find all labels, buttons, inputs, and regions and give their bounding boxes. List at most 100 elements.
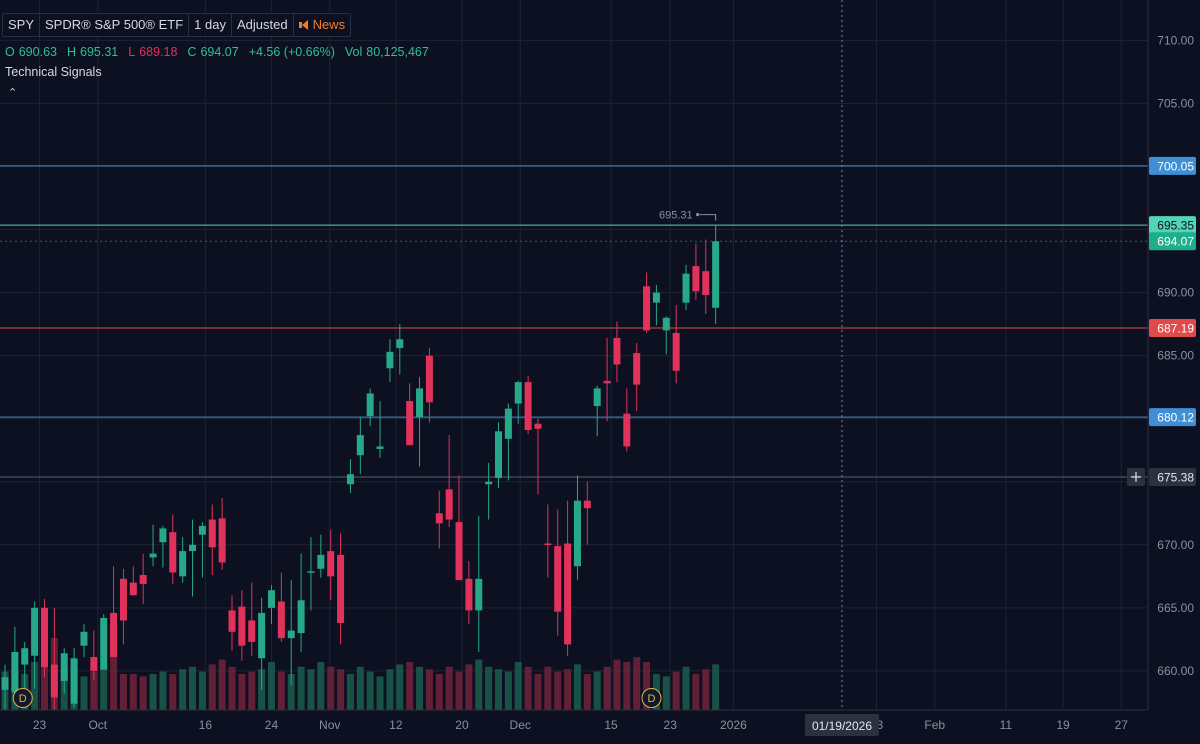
- candle-body: [702, 271, 710, 296]
- volume-bar: [149, 674, 157, 710]
- price-level-label: 695.35: [1157, 219, 1194, 233]
- candle-body: [1, 677, 9, 690]
- candle-body: [287, 630, 295, 639]
- volume-bar: [337, 669, 345, 710]
- news-button[interactable]: News: [294, 14, 351, 36]
- time-tick-label: 19: [1056, 718, 1070, 732]
- megaphone-icon: [298, 20, 309, 30]
- volume-bar: [327, 666, 335, 710]
- time-tick-label: 23: [33, 718, 47, 732]
- indicator-label[interactable]: Technical Signals: [5, 65, 102, 79]
- candle-body: [524, 382, 532, 431]
- volume-bar: [662, 676, 670, 710]
- candle-body: [208, 519, 216, 548]
- time-tick-label: Oct: [88, 718, 107, 732]
- symbol-ticker[interactable]: SPY: [3, 14, 41, 36]
- candle-body: [60, 653, 68, 681]
- volume-bar: [435, 674, 443, 710]
- volume-bar: [198, 671, 206, 710]
- candle-body: [258, 612, 266, 659]
- candle-body: [672, 332, 680, 371]
- candle-body: [633, 353, 641, 385]
- volume-value: 80,125,467: [366, 45, 429, 59]
- high-marker-leader: [699, 214, 717, 221]
- volume-bar: [702, 669, 710, 710]
- price-level-tag: [1149, 216, 1196, 235]
- time-tick-label: Dec: [510, 718, 531, 732]
- candle-body: [139, 575, 147, 584]
- volume-bar: [90, 671, 98, 710]
- candle-body: [534, 423, 542, 429]
- candle-body: [682, 273, 690, 303]
- volume-bar: [554, 671, 562, 710]
- candle-body: [495, 431, 502, 478]
- time-tick-label: 23: [664, 718, 678, 732]
- candle-body: [475, 578, 483, 611]
- horizontal-price-lines[interactable]: [0, 165, 1148, 478]
- volume-bar: [593, 671, 601, 710]
- candle-body: [613, 337, 621, 365]
- time-tick-label: 24: [265, 718, 279, 732]
- volume-bar: [169, 674, 177, 710]
- price-level-tag: [1149, 319, 1196, 338]
- high-marker-label: 695.31: [659, 210, 693, 222]
- price-tick-label: 685.00: [1157, 349, 1194, 363]
- volume-bar: [682, 666, 690, 710]
- price-axis[interactable]: 660.00665.00670.00675.00680.00685.00690.…: [1127, 0, 1200, 739]
- candle-body: [50, 664, 58, 698]
- candlesticks[interactable]: [1, 225, 720, 718]
- candle-body: [40, 607, 48, 668]
- price-level-tag: [1149, 156, 1196, 175]
- volume-bar: [573, 664, 581, 710]
- candle-body: [416, 388, 424, 418]
- news-label: News: [312, 17, 346, 32]
- candle-body: [228, 610, 236, 632]
- crosshair-date-label: 01/19/2026: [812, 719, 872, 733]
- change-value: +4.56 (+0.66%): [248, 45, 335, 59]
- grid-lines: [0, 0, 1148, 710]
- time-tick-label: 16: [199, 718, 213, 732]
- volume-bar: [386, 669, 394, 710]
- candle-body: [593, 388, 601, 407]
- volume-bar: [495, 669, 502, 710]
- candle-body: [100, 617, 108, 670]
- symbol-name[interactable]: SPDR® S&P 500® ETF: [40, 14, 190, 36]
- volume-bar: [475, 659, 483, 710]
- volume-bar: [366, 671, 374, 710]
- volume-bar: [445, 666, 453, 710]
- time-axis-background: [0, 710, 1200, 739]
- high-value: 695.31: [80, 45, 119, 59]
- collapse-chevron-icon[interactable]: ⌃: [8, 87, 18, 99]
- time-tick-label: 20: [455, 718, 469, 732]
- candle-body: [573, 500, 581, 567]
- candle-body: [70, 658, 78, 704]
- adjustment-toggle[interactable]: Adjusted: [232, 14, 294, 36]
- candle-body: [149, 553, 157, 558]
- candle-body: [327, 551, 335, 577]
- candle-body: [307, 571, 315, 573]
- volume-bar: [40, 664, 48, 710]
- low-label: L: [128, 45, 136, 59]
- candle-body: [198, 525, 206, 535]
- low-value: 689.18: [139, 45, 178, 59]
- price-level-label: 675.38: [1157, 470, 1194, 484]
- time-axis[interactable]: 23Oct1624Nov1220Dec1523202623Feb11192701…: [0, 709, 1200, 739]
- volume-bar: [218, 659, 226, 710]
- price-tick-label: 705.00: [1157, 96, 1194, 110]
- candle-body: [31, 607, 39, 656]
- candle-body: [406, 401, 414, 446]
- candle-body: [218, 518, 226, 563]
- price-tick-label: 690.00: [1157, 286, 1194, 300]
- volume-bar: [317, 662, 325, 710]
- interval-selector[interactable]: 1 day: [189, 14, 232, 36]
- volume-bar: [396, 664, 404, 710]
- volume-bar: [406, 662, 414, 710]
- candle-body: [603, 380, 611, 384]
- candle-body: [445, 489, 453, 520]
- candle-body: [643, 286, 651, 331]
- candle-body: [129, 582, 137, 596]
- close-value: 694.07: [200, 45, 239, 59]
